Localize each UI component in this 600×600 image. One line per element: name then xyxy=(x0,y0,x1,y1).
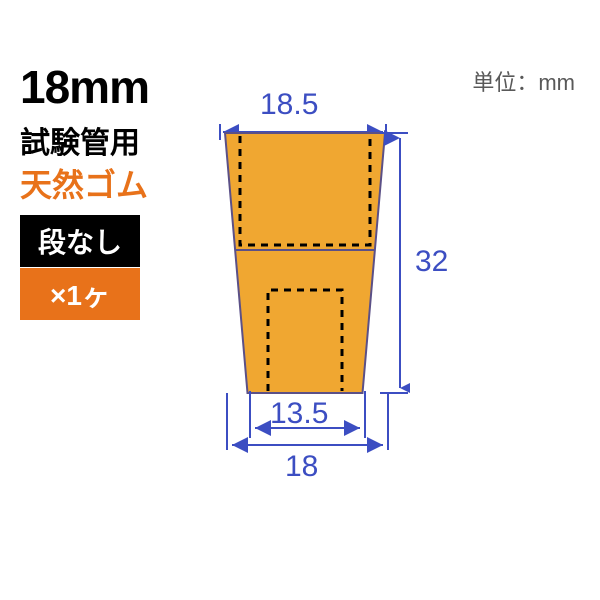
diagram-container: 18.5 32 xyxy=(175,60,455,490)
unit-label: 単位：mm xyxy=(472,65,575,97)
dim-height-arrow xyxy=(380,130,410,400)
tube-label: 試験管用 xyxy=(20,118,140,162)
dim-top-value: 18.5 xyxy=(260,88,318,122)
size-title: 18mm xyxy=(20,60,149,114)
material-label: 天然ゴム xyxy=(20,160,148,206)
badge-step: 段なし xyxy=(20,215,140,267)
badge-qty: ×1ヶ xyxy=(20,268,140,320)
stopper-shape xyxy=(220,130,390,400)
stopper-body xyxy=(225,133,385,393)
dim-bottom-arrow xyxy=(215,390,400,460)
dim-height-value: 32 xyxy=(415,245,448,279)
